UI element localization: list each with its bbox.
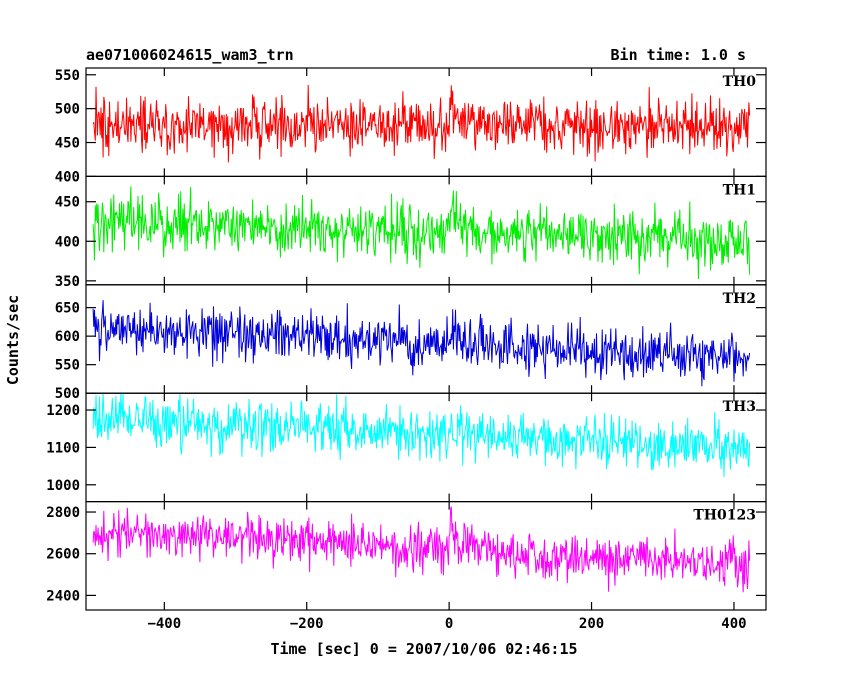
y-tick-label: 2400	[46, 588, 80, 604]
panel-th0123: 2400 2600 2800 TH0123	[46, 501, 767, 611]
panel-th3: 1000 1100 1200 TH3	[46, 392, 767, 503]
series-th0	[92, 84, 751, 163]
y-tick-label: 400	[55, 169, 80, 185]
panel-th1: 350 400 450 TH1	[55, 175, 767, 290]
x-axis: −400 −200 0 200 400	[147, 616, 746, 632]
x-tick-label: 200	[579, 616, 604, 632]
series-th1	[92, 186, 751, 280]
y-tick-label: 1200	[46, 403, 80, 419]
y-tick-label: 600	[55, 329, 80, 345]
panel-label: TH0	[723, 74, 757, 90]
panel-frame	[85, 501, 767, 611]
y-tick-label: 2600	[46, 547, 80, 563]
x-tick-label: −200	[290, 616, 324, 632]
x-tick-label: −400	[147, 616, 181, 632]
y-tick-label: 450	[55, 136, 80, 152]
y-tick-label: 550	[55, 358, 80, 374]
y-tick-label: 1000	[46, 478, 80, 494]
panel-label: TH2	[723, 291, 756, 307]
y-tick-label: 1100	[46, 440, 80, 456]
series-th2	[92, 300, 751, 387]
series-th0123	[92, 506, 751, 593]
series-th3	[92, 393, 751, 478]
y-axis-label: Counts/sec	[4, 295, 22, 385]
panel-label: TH3	[723, 399, 756, 415]
y-tick-label: 2800	[46, 505, 80, 521]
bin-time-label: Bin time: 1.0 s	[611, 46, 746, 64]
panel-th0: 400 450 500 550 TH0	[55, 67, 767, 185]
y-tick-label: 500	[55, 386, 80, 402]
x-axis-label: Time [sec] 0 = 2007/10/06 02:46:15	[270, 640, 577, 658]
chart-title: ae071006024615_wam3_trn	[86, 46, 294, 64]
panels-group: 400 450 500 550 TH0 350 400 450 TH1 500 550 600 650 T…	[46, 67, 767, 611]
panel-th2: 500 550 600 650 TH2	[55, 284, 767, 402]
y-tick-label: 350	[55, 274, 80, 290]
panel-label: TH0123	[693, 508, 756, 524]
y-tick-label: 450	[55, 195, 80, 211]
x-tick-label: 0	[445, 616, 453, 632]
x-tick-label: 400	[721, 616, 746, 632]
y-tick-label: 400	[55, 234, 80, 250]
panel-label: TH1	[723, 182, 756, 198]
y-tick-label: 550	[55, 68, 80, 84]
y-tick-label: 650	[55, 301, 80, 317]
y-tick-label: 500	[55, 102, 80, 118]
